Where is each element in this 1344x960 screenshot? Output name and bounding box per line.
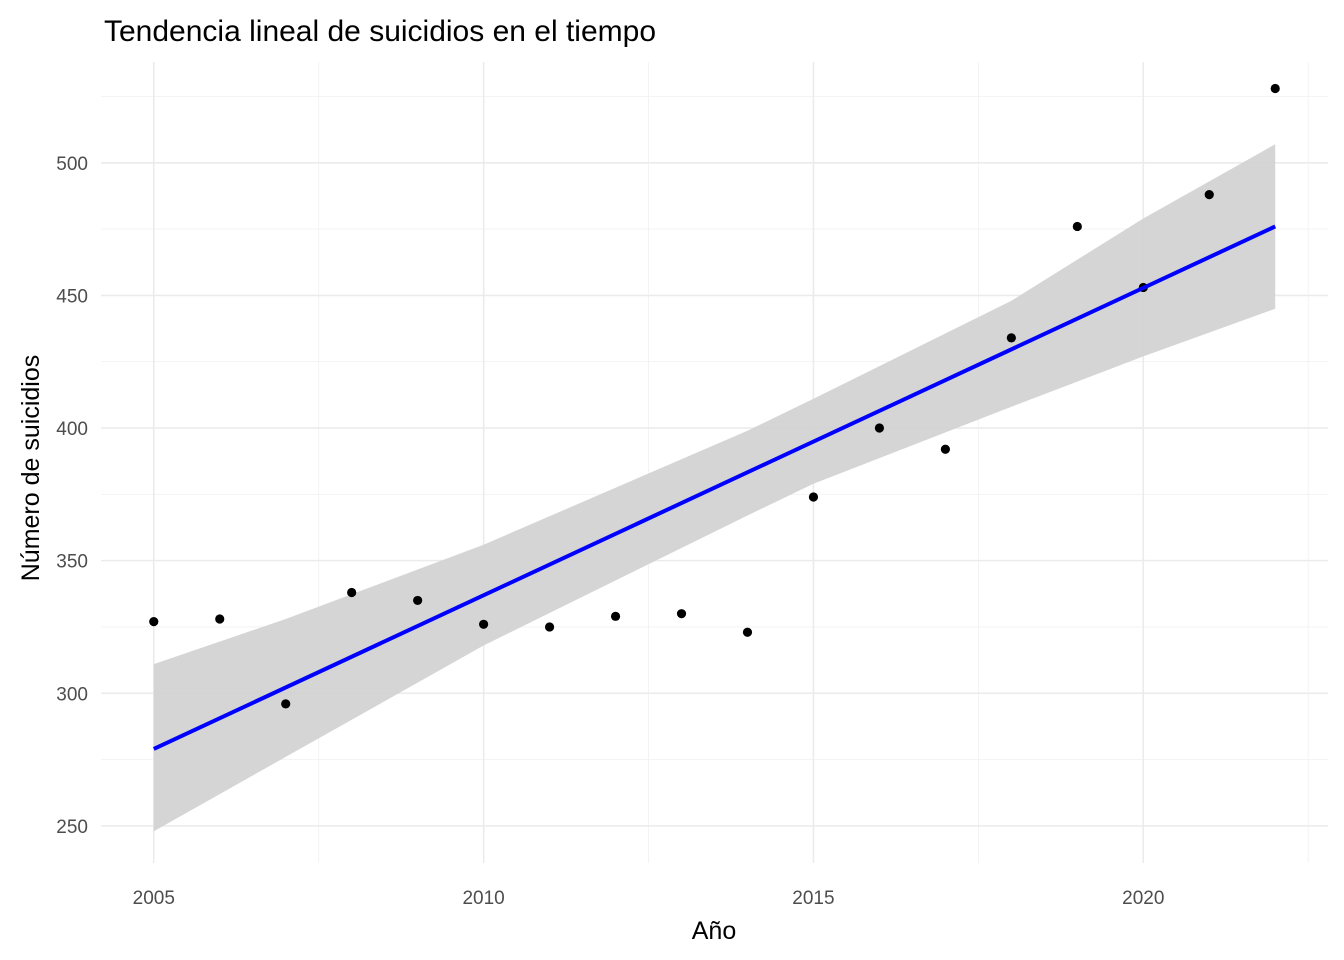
data-point [1072, 221, 1082, 232]
data-point [940, 444, 950, 454]
data-point [479, 619, 489, 629]
data-point [610, 611, 621, 621]
x-tick-label: 2020 [1122, 888, 1164, 909]
x-tick-label: 2010 [462, 888, 504, 909]
data-point [215, 614, 225, 624]
data-point [281, 699, 291, 709]
y-tick-label: 250 [56, 817, 88, 838]
trend-line [152, 224, 1277, 751]
data-point [676, 609, 687, 619]
data-points [149, 83, 1280, 709]
data-point [1204, 190, 1214, 200]
data-point [149, 617, 159, 627]
y-tick-label: 450 [56, 286, 88, 307]
chart-title: Tendencia lineal de suicidios en el tiem… [104, 15, 656, 48]
y-tick-label: 300 [56, 684, 88, 705]
data-point [544, 622, 555, 632]
y-axis-ticks: 250 300 350 400 450 500 [56, 154, 88, 838]
y-tick-label: 350 [56, 552, 88, 573]
data-point [874, 423, 885, 433]
y-axis-title: Número de suicidios [17, 355, 45, 582]
data-point [1006, 333, 1016, 343]
x-tick-label: 2015 [792, 888, 834, 909]
data-point [808, 492, 819, 502]
x-axis-title: Año [692, 917, 736, 945]
x-axis-ticks: 2005 2010 2015 2020 [133, 888, 1165, 909]
y-tick-label: 400 [56, 419, 88, 440]
data-point [347, 587, 357, 598]
data-point [413, 595, 423, 606]
data-point [742, 627, 753, 637]
data-point [1270, 83, 1280, 94]
x-tick-label: 2005 [133, 888, 175, 909]
trend-line-group [152, 224, 1277, 751]
y-tick-label: 500 [56, 154, 88, 175]
